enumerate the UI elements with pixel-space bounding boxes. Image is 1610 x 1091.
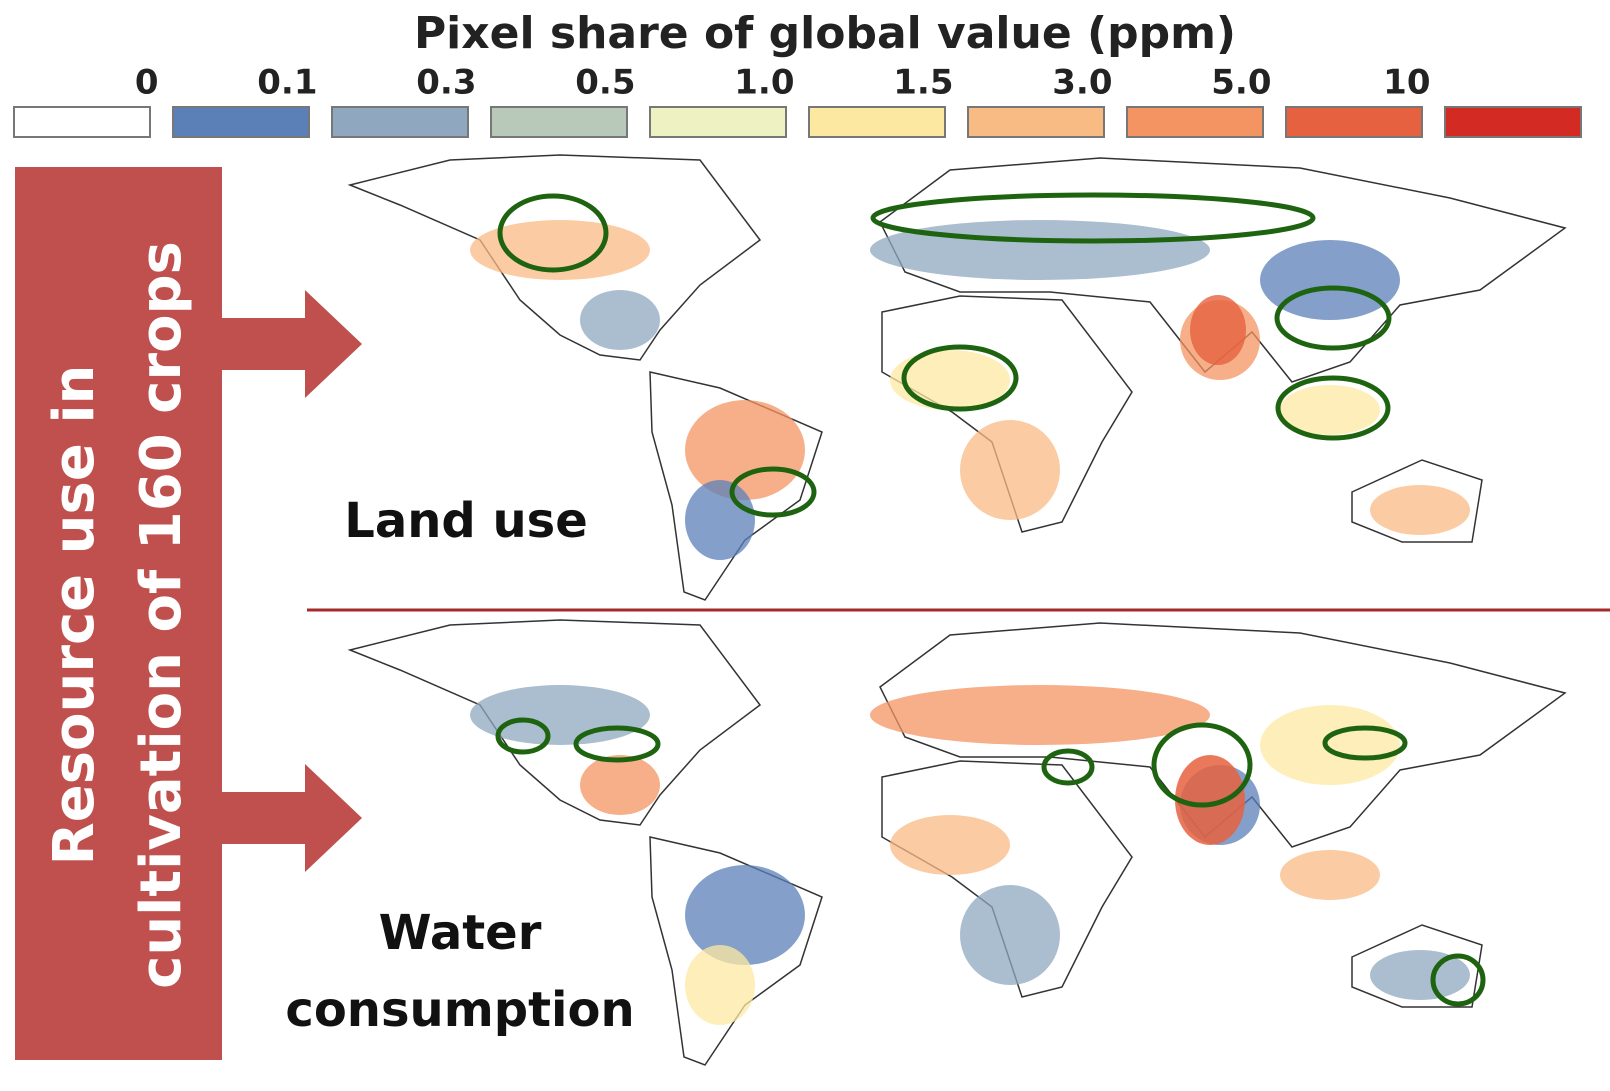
legend-swatch [14, 107, 150, 137]
crop-area [685, 480, 755, 560]
legend-label: 3.0 [1052, 63, 1112, 103]
panel-label: Water [379, 905, 542, 961]
crop-area [685, 400, 805, 500]
side-label: cultivation of 160 crops [129, 241, 194, 989]
panel-label: Land use [344, 493, 588, 549]
legend: 0 0.1 0.3 0.5 1.0 1.5 3.0 5.0 10 [14, 63, 1581, 138]
legend-label: 1.0 [734, 63, 794, 103]
legend-label: 5.0 [1211, 63, 1271, 103]
side-label: Resource use in [42, 365, 107, 866]
crop-area [1280, 850, 1380, 900]
crop-area [1260, 705, 1400, 785]
legend-swatch [809, 107, 945, 137]
legend-label: 0.5 [575, 63, 635, 103]
crop-area [685, 945, 755, 1025]
crop-area [1175, 755, 1245, 845]
legend-swatch [650, 107, 786, 137]
crop-area [685, 865, 805, 965]
legend-label: 0.3 [416, 63, 476, 103]
legend-swatch [1445, 107, 1581, 137]
legend-swatch [173, 107, 309, 137]
figure: Pixel share of global value (ppm) 0 0.1 0.… [0, 0, 1610, 1087]
crop-area [960, 885, 1060, 985]
legend-swatch [1127, 107, 1263, 137]
legend-swatch [491, 107, 627, 137]
legend-label: 0 [135, 63, 159, 103]
legend-swatch [968, 107, 1104, 137]
legend-label: 10 [1383, 63, 1430, 103]
legend-label: 1.5 [893, 63, 953, 103]
crop-area [1190, 295, 1246, 365]
crop-area [870, 685, 1210, 745]
panel-label: consumption [285, 982, 634, 1038]
legend-swatch [1286, 107, 1422, 137]
crop-area [580, 755, 660, 815]
page: Pixel share of global value (ppm) 0 0.1 0.… [0, 0, 1610, 1087]
crop-area [960, 420, 1060, 520]
legend-label: 0.1 [257, 63, 317, 103]
crop-area [1370, 485, 1470, 535]
crop-area [580, 290, 660, 350]
arrow [222, 764, 362, 872]
legend-title: Pixel share of global value (ppm) [414, 8, 1236, 59]
crop-area [870, 220, 1210, 280]
crop-area [890, 815, 1010, 875]
arrow [222, 290, 362, 398]
legend-swatch [332, 107, 468, 137]
